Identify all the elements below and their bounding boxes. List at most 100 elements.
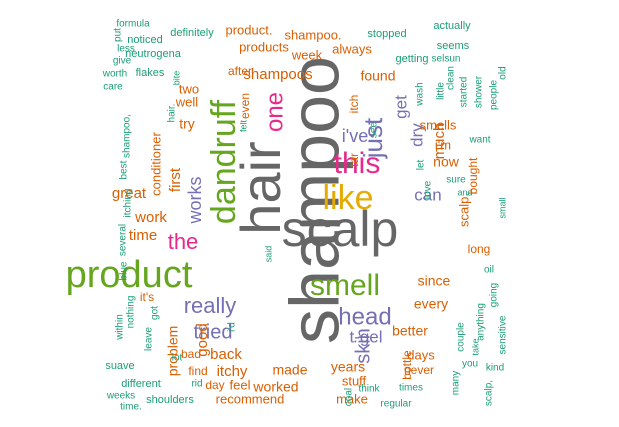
word-product: product (66, 254, 193, 296)
word-shampoo: shampoo. (284, 27, 341, 42)
word-since: since (418, 273, 451, 289)
word-want: want (468, 135, 490, 146)
word-anything: anything (476, 303, 487, 341)
word-just: just (358, 117, 388, 159)
word-old: old (498, 66, 509, 79)
word-products: products (239, 39, 289, 54)
word-week: week (291, 47, 323, 62)
word-see: see (369, 122, 380, 139)
word-many: many (451, 371, 462, 395)
word-conditioner: conditioner (148, 132, 163, 196)
word-one: one (261, 92, 288, 132)
word-work: work (134, 209, 167, 226)
word-can: can (414, 185, 441, 204)
word-and: and (457, 187, 472, 197)
word-several: several (118, 224, 129, 256)
word-tar: tar (347, 153, 361, 167)
word-i-ve: i've (342, 126, 368, 146)
word-itch: itch (347, 95, 361, 114)
word-itching: itching (123, 189, 134, 218)
word-hair: hair. (167, 104, 178, 123)
word-scalp: scalp. (456, 193, 471, 227)
word-lot: lot (172, 353, 183, 364)
word-dry: dry (407, 123, 426, 147)
word-two: two (179, 81, 199, 96)
word-it-s: it's (140, 290, 154, 304)
word-seems: seems (437, 40, 470, 52)
word-shampoo: shampoo, (122, 114, 133, 158)
word-stopped: stopped (367, 28, 406, 40)
word-going: going (489, 283, 500, 307)
word-really: really (184, 293, 237, 318)
word-started: started (459, 77, 470, 108)
word-oil: oil (484, 265, 494, 276)
word-i-m: i'm (435, 137, 451, 152)
word-definitely: definitely (170, 27, 214, 39)
word-bottle: bottle (400, 350, 414, 380)
word-never: never (404, 363, 434, 377)
word-care: care (103, 82, 123, 93)
word-made: made (272, 362, 307, 378)
word-shampoos: shampoos (243, 66, 312, 83)
word-always: always (332, 41, 372, 56)
word-stuff: stuff (342, 373, 367, 388)
word-times: times (399, 383, 423, 394)
word-formula: formula (116, 19, 150, 30)
word-well: well (175, 94, 199, 109)
word-find: find (188, 364, 207, 378)
word-works: works (185, 176, 205, 224)
word-great: great (112, 185, 147, 202)
word-day: day (205, 378, 224, 392)
word-selsun: selsun (432, 54, 461, 65)
word-shower: shower (474, 75, 485, 108)
word-small: small (497, 197, 507, 218)
word-try: try (179, 116, 195, 132)
word-blue: blue (119, 261, 130, 280)
word-regular: regular (380, 399, 412, 410)
word-felt: felt (238, 120, 248, 133)
word-sure: sure (446, 175, 466, 186)
word-years: years (331, 359, 365, 375)
word-flakes: flakes (136, 67, 165, 79)
word-skin: skin (352, 328, 374, 364)
word-make: make (336, 391, 368, 406)
word-t-gel: t-gel (349, 327, 382, 346)
word-noticed: noticed (127, 34, 162, 46)
word-put: put (113, 28, 124, 42)
word-bite: bite (171, 71, 181, 86)
word-actually: actually (433, 20, 471, 32)
word-time: time (129, 227, 157, 244)
word-time: time. (120, 402, 142, 413)
word-now: now (433, 154, 460, 170)
word-wash: wash (415, 82, 426, 106)
word-you: you (462, 359, 478, 370)
word-kind: kind (486, 363, 504, 374)
word-love: love (423, 180, 434, 199)
word-worth: worth (102, 69, 127, 80)
word-scalp: scalp (282, 201, 399, 257)
word-within: within (115, 314, 126, 341)
word-back: back (210, 346, 242, 363)
word-feel: feel (230, 377, 251, 392)
word-best: best (119, 160, 130, 179)
word-people: people (489, 80, 500, 110)
word-smell: smell (310, 269, 380, 302)
word-coal: coal (344, 388, 355, 406)
word-bad: bad (181, 347, 201, 361)
word-better: better (392, 323, 428, 339)
word-recommend: recommend (216, 391, 285, 406)
word-said: said (263, 246, 273, 263)
word-less: less (117, 44, 135, 55)
word-long: long (468, 242, 491, 256)
word-product: product. (226, 22, 273, 37)
word-dandruff: dandruff (205, 99, 243, 224)
word-days: days (407, 347, 435, 362)
word-after: after (228, 64, 252, 78)
word-got: got (150, 306, 161, 320)
word-clean: clean (446, 66, 457, 90)
word-leave: leave (144, 327, 155, 351)
word-tried: tried (194, 321, 233, 343)
word-take: take (470, 338, 480, 355)
word-let: let (416, 159, 427, 170)
word-suave: suave (105, 360, 134, 372)
